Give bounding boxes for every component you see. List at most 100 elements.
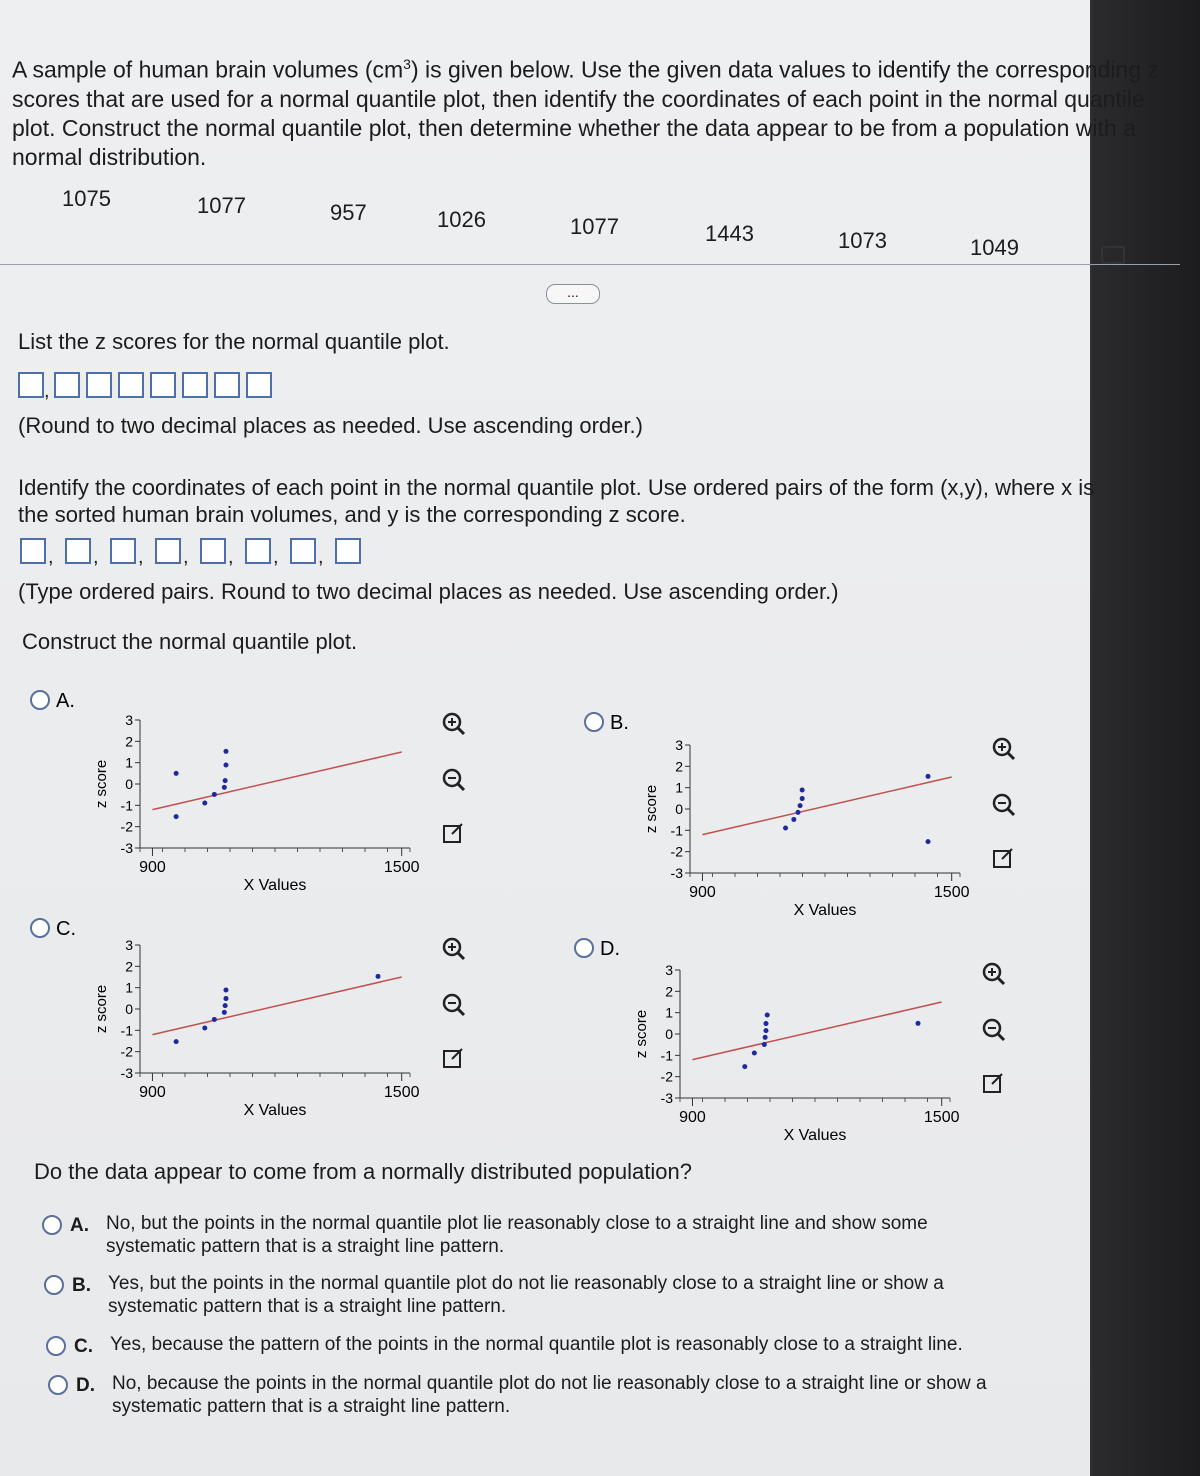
zoom-out[interactable] [442, 993, 462, 1013]
radio[interactable] [44, 1275, 64, 1295]
data-value: 957 [330, 200, 367, 225]
answer-box[interactable] [118, 372, 144, 398]
y-tick-label: 0 [675, 801, 683, 817]
y-axis-label: z score [93, 760, 110, 808]
answer-box[interactable] [54, 372, 80, 398]
x-tick-label: 900 [689, 884, 716, 901]
radio[interactable] [574, 938, 594, 958]
radio[interactable] [42, 1215, 62, 1235]
point [173, 1039, 179, 1045]
y-tick-label: 1 [125, 980, 133, 996]
option-text: No, because the points in the normal qua… [112, 1373, 987, 1417]
y-axis-label: z score [643, 785, 660, 833]
prompt: Do the data appear to come from a normal… [34, 1159, 692, 1184]
expand[interactable] [983, 1075, 1001, 1093]
option-letter: B. [610, 712, 629, 734]
radio[interactable] [48, 1375, 68, 1395]
x-axis-label: X Values [784, 1127, 847, 1144]
zoom-out[interactable] [992, 793, 1012, 813]
zoom-out[interactable] [982, 1018, 1002, 1038]
y-tick-label: 3 [665, 962, 673, 978]
y-axis-label: z score [93, 985, 110, 1033]
option-text: No, but the points in the normal quantil… [106, 1213, 928, 1257]
separator: , [44, 380, 50, 402]
more-button[interactable]: ... [546, 284, 600, 304]
instruction: (Type ordered pairs. Round to two decima… [18, 579, 839, 604]
separator: , [273, 546, 279, 568]
separator: , [48, 546, 54, 568]
point [223, 748, 229, 754]
point [763, 1021, 769, 1027]
radio[interactable] [30, 918, 50, 938]
point [783, 825, 789, 831]
answer-box[interactable] [65, 538, 91, 564]
answer-box[interactable] [335, 538, 361, 564]
answer-box[interactable] [290, 538, 316, 564]
y-tick-label: 0 [125, 776, 133, 792]
answer-box[interactable] [86, 372, 112, 398]
answer-box[interactable] [110, 538, 136, 564]
option-letter: C. [56, 918, 76, 940]
x-tick-label: 900 [679, 1109, 706, 1126]
icon-part [456, 1007, 466, 1017]
y-tick-label: -3 [121, 1065, 134, 1081]
expand[interactable] [443, 825, 461, 843]
point [223, 987, 229, 993]
x-axis-label: X Values [244, 1102, 307, 1119]
answer-box[interactable] [18, 372, 44, 398]
icon-part [1006, 807, 1016, 817]
answer-box[interactable] [245, 538, 271, 564]
point [221, 784, 227, 790]
point [221, 1009, 227, 1015]
point [173, 770, 179, 776]
y-tick-label: 1 [125, 755, 133, 771]
answer-box[interactable] [150, 372, 176, 398]
zoom-out[interactable] [442, 768, 462, 788]
option-letter: D. [600, 938, 620, 960]
point [375, 973, 381, 979]
option-letter: A. [70, 1215, 89, 1236]
data-value: 1443 [705, 221, 754, 246]
y-tick-label: -2 [661, 1069, 674, 1085]
question: A sample of human brain volumes (cm3) is… [12, 50, 1172, 172]
point [223, 762, 229, 768]
x-tick-label: 900 [139, 859, 166, 876]
radio[interactable] [30, 690, 50, 710]
question-text: A sample of human brain volumes (cm [12, 56, 404, 83]
answer-box[interactable] [214, 372, 240, 398]
y-tick-label: -3 [661, 1090, 674, 1106]
option-letter: A. [56, 690, 75, 712]
point [799, 796, 805, 802]
x-tick-label: 1500 [384, 859, 420, 876]
print-icon[interactable] [1101, 246, 1125, 264]
answer-box[interactable] [246, 372, 272, 398]
y-tick-label: 3 [125, 937, 133, 953]
radio[interactable] [584, 712, 604, 732]
zoom-in[interactable] [442, 712, 462, 732]
zoom-in[interactable] [982, 962, 1002, 982]
answer-box[interactable] [155, 538, 181, 564]
y-axis-label: z score [633, 1010, 650, 1058]
data-value: 1026 [437, 207, 486, 232]
answer-box[interactable] [200, 538, 226, 564]
expand[interactable] [993, 850, 1011, 868]
radio[interactable] [46, 1336, 66, 1356]
point [751, 1050, 757, 1056]
answer-box[interactable] [182, 372, 208, 398]
point [211, 791, 217, 797]
point [173, 814, 179, 820]
zoom-in[interactable] [442, 937, 462, 957]
icon-part [451, 823, 463, 835]
expand[interactable] [443, 1050, 461, 1068]
y-tick-label: -3 [671, 865, 684, 881]
zoom-in[interactable] [992, 737, 1012, 757]
point [762, 1034, 768, 1040]
point [799, 787, 805, 793]
separator: , [228, 546, 234, 568]
answer-box[interactable] [20, 538, 46, 564]
y-tick-label: 2 [125, 733, 133, 749]
y-tick-label: -2 [121, 819, 134, 835]
point [222, 778, 228, 784]
divider [0, 264, 1180, 265]
